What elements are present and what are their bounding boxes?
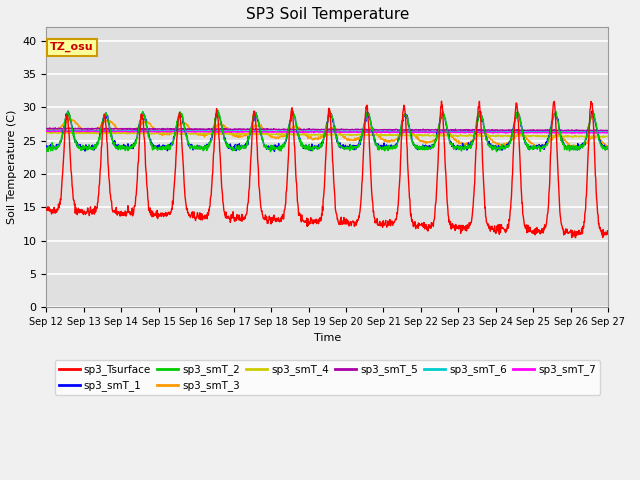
sp3_smT_3 — [538, 142, 546, 148]
sp3_smT_1 — [271, 148, 278, 154]
sp3_smT_4 — [42, 130, 50, 135]
Line: sp3_smT_5: sp3_smT_5 — [46, 128, 608, 131]
sp3_smT_6 — [415, 129, 422, 134]
Title: SP3 Soil Temperature: SP3 Soil Temperature — [246, 7, 409, 22]
sp3_smT_7 — [604, 130, 612, 136]
sp3_smT_4 — [488, 133, 496, 139]
Line: sp3_Tsurface: sp3_Tsurface — [46, 101, 608, 238]
sp3_Tsurface — [154, 216, 161, 221]
sp3_Tsurface — [488, 227, 496, 232]
sp3_smT_4 — [538, 133, 546, 139]
sp3_smT_5 — [168, 127, 175, 132]
sp3_smT_5 — [42, 126, 50, 132]
sp3_smT_7 — [168, 129, 175, 134]
sp3_Tsurface — [230, 217, 238, 223]
sp3_smT_3 — [154, 130, 162, 135]
Line: sp3_smT_3: sp3_smT_3 — [46, 119, 608, 148]
sp3_smT_2 — [267, 149, 275, 155]
sp3_smT_1 — [588, 108, 596, 114]
sp3_smT_5 — [154, 126, 162, 132]
sp3_smT_4 — [154, 131, 162, 136]
Line: sp3_smT_2: sp3_smT_2 — [46, 110, 608, 152]
Line: sp3_smT_6: sp3_smT_6 — [46, 130, 608, 132]
sp3_smT_7 — [488, 130, 496, 135]
sp3_smT_1 — [415, 144, 422, 150]
Line: sp3_smT_1: sp3_smT_1 — [46, 111, 608, 151]
sp3_smT_1 — [42, 144, 50, 149]
X-axis label: Time: Time — [314, 333, 341, 343]
sp3_smT_7 — [42, 128, 50, 134]
sp3_smT_5 — [231, 126, 239, 132]
Line: sp3_smT_7: sp3_smT_7 — [46, 131, 608, 133]
sp3_smT_1 — [538, 142, 546, 148]
sp3_smT_3 — [42, 126, 50, 132]
sp3_smT_2 — [489, 144, 497, 150]
sp3_smT_4 — [415, 133, 422, 139]
sp3_smT_5 — [592, 128, 600, 134]
sp3_smT_3 — [488, 137, 496, 143]
sp3_smT_5 — [604, 128, 612, 133]
sp3_smT_7 — [568, 131, 576, 136]
Y-axis label: Soil Temperature (C): Soil Temperature (C) — [7, 110, 17, 225]
sp3_smT_6 — [489, 129, 497, 134]
sp3_smT_6 — [231, 128, 239, 134]
sp3_smT_3 — [415, 137, 422, 143]
sp3_Tsurface — [604, 229, 612, 235]
sp3_smT_6 — [42, 127, 50, 133]
sp3_smT_7 — [538, 130, 546, 135]
sp3_smT_3 — [231, 133, 239, 139]
sp3_smT_4 — [604, 134, 612, 140]
sp3_smT_3 — [168, 129, 175, 135]
sp3_smT_2 — [154, 147, 161, 153]
sp3_smT_2 — [42, 148, 50, 154]
sp3_smT_2 — [168, 143, 175, 148]
sp3_smT_1 — [154, 143, 161, 149]
sp3_smT_4 — [231, 131, 239, 136]
sp3_smT_1 — [168, 140, 175, 145]
sp3_smT_5 — [538, 128, 546, 133]
sp3_smT_4 — [56, 129, 64, 134]
sp3_smT_7 — [231, 129, 239, 135]
sp3_smT_1 — [604, 144, 612, 150]
sp3_smT_5 — [415, 127, 422, 132]
sp3_smT_6 — [538, 129, 546, 135]
sp3_smT_7 — [154, 129, 162, 135]
sp3_Tsurface — [538, 226, 546, 231]
sp3_smT_2 — [415, 145, 423, 151]
sp3_smT_7 — [415, 130, 422, 135]
Text: TZ_osu: TZ_osu — [50, 42, 93, 52]
sp3_smT_5 — [51, 125, 59, 131]
sp3_smT_4 — [168, 131, 175, 136]
sp3_Tsurface — [415, 220, 422, 226]
sp3_smT_7 — [83, 128, 91, 133]
sp3_Tsurface — [438, 98, 445, 104]
sp3_Tsurface — [168, 208, 175, 214]
sp3_smT_3 — [572, 145, 579, 151]
sp3_smT_6 — [154, 128, 162, 134]
sp3_smT_3 — [65, 116, 72, 121]
sp3_smT_2 — [604, 145, 612, 151]
sp3_smT_5 — [488, 127, 496, 132]
sp3_smT_1 — [488, 144, 496, 150]
sp3_smT_2 — [538, 145, 546, 151]
sp3_smT_2 — [231, 147, 239, 153]
sp3_smT_6 — [168, 128, 175, 134]
sp3_smT_6 — [484, 130, 492, 135]
sp3_smT_6 — [76, 127, 84, 133]
Line: sp3_smT_4: sp3_smT_4 — [46, 132, 608, 137]
sp3_smT_4 — [581, 134, 589, 140]
sp3_smT_2 — [214, 108, 221, 113]
sp3_Tsurface — [42, 206, 50, 212]
sp3_smT_3 — [604, 144, 612, 149]
sp3_smT_6 — [604, 130, 612, 135]
sp3_smT_1 — [230, 144, 238, 149]
Legend: sp3_Tsurface, sp3_smT_1, sp3_smT_2, sp3_smT_3, sp3_smT_4, sp3_smT_5, sp3_smT_6, : sp3_Tsurface, sp3_smT_1, sp3_smT_2, sp3_… — [54, 360, 600, 396]
sp3_Tsurface — [572, 235, 579, 240]
